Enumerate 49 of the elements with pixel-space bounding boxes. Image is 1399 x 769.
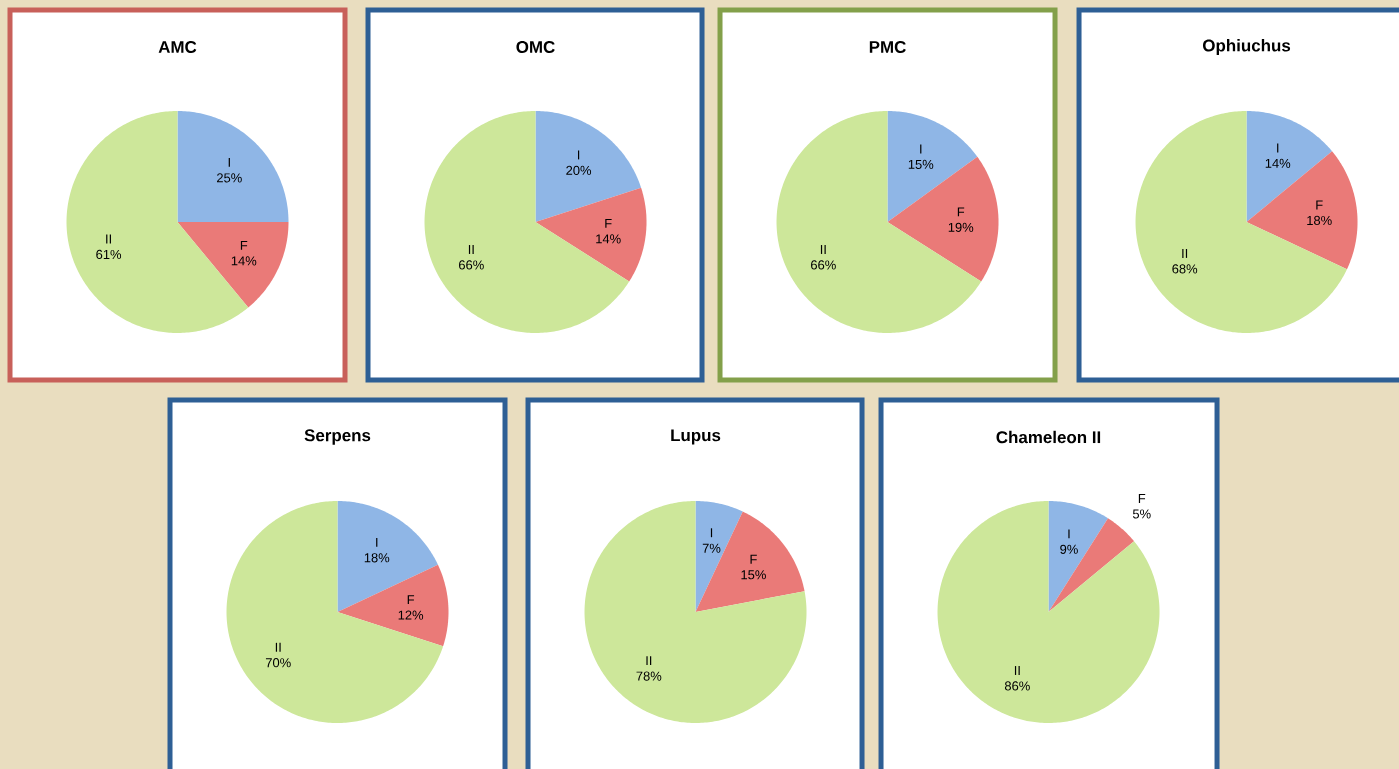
slice-label: F bbox=[957, 207, 965, 217]
data-label: 20% bbox=[566, 165, 592, 175]
data-label: 15% bbox=[908, 159, 934, 169]
slice-label: I bbox=[577, 150, 580, 160]
chart-title: AMC bbox=[158, 40, 197, 53]
chart-title: Lupus bbox=[671, 429, 721, 445]
slice-label: I bbox=[710, 528, 713, 538]
data-label: 18% bbox=[364, 553, 390, 563]
data-label: 86% bbox=[1004, 681, 1030, 691]
chart-title: Ophiuchus bbox=[1203, 39, 1291, 55]
slice-label: I bbox=[376, 537, 378, 547]
slice-label: I bbox=[1068, 529, 1070, 539]
data-label: 66% bbox=[459, 260, 484, 270]
data-label: 68% bbox=[1172, 264, 1198, 274]
chart-title: Serpens bbox=[304, 429, 371, 445]
chart-title: Chameleon II bbox=[996, 430, 1101, 444]
data-label: 14% bbox=[231, 256, 257, 266]
data-label: 61% bbox=[96, 249, 122, 260]
data-label: 7% bbox=[702, 543, 721, 553]
slice-label: F bbox=[1138, 494, 1146, 503]
slice-label: II bbox=[646, 656, 652, 666]
slice-label: II bbox=[275, 642, 281, 652]
data-label: 15% bbox=[741, 570, 766, 580]
data-label: 18% bbox=[1307, 215, 1332, 226]
data-label: 5% bbox=[1132, 509, 1151, 519]
slice-label: F bbox=[605, 218, 612, 228]
data-label: 19% bbox=[948, 222, 974, 232]
data-label: 12% bbox=[398, 610, 424, 620]
slice-label: II bbox=[820, 245, 826, 254]
chart-title: OMC bbox=[516, 40, 555, 53]
slice-label: F bbox=[240, 240, 248, 250]
data-label: 14% bbox=[596, 234, 621, 244]
slice-label: II bbox=[1182, 249, 1188, 258]
slice-label: I bbox=[920, 144, 922, 154]
slice-label: II bbox=[468, 245, 474, 254]
data-label: 9% bbox=[1060, 544, 1078, 554]
slice-label: F bbox=[407, 595, 415, 605]
slice-label: II bbox=[106, 234, 111, 244]
slice-label: I bbox=[228, 157, 230, 167]
slice-label: F bbox=[1316, 200, 1323, 210]
data-label: 14% bbox=[1265, 158, 1291, 168]
slice-label: F bbox=[750, 554, 757, 564]
slice-label: II bbox=[1014, 666, 1020, 675]
data-label: 78% bbox=[636, 671, 662, 681]
data-label: 25% bbox=[217, 173, 242, 183]
slice-label: I bbox=[1277, 143, 1279, 153]
chart-title: PMC bbox=[869, 40, 906, 53]
data-label: 70% bbox=[265, 658, 291, 668]
data-label: 66% bbox=[811, 260, 836, 270]
